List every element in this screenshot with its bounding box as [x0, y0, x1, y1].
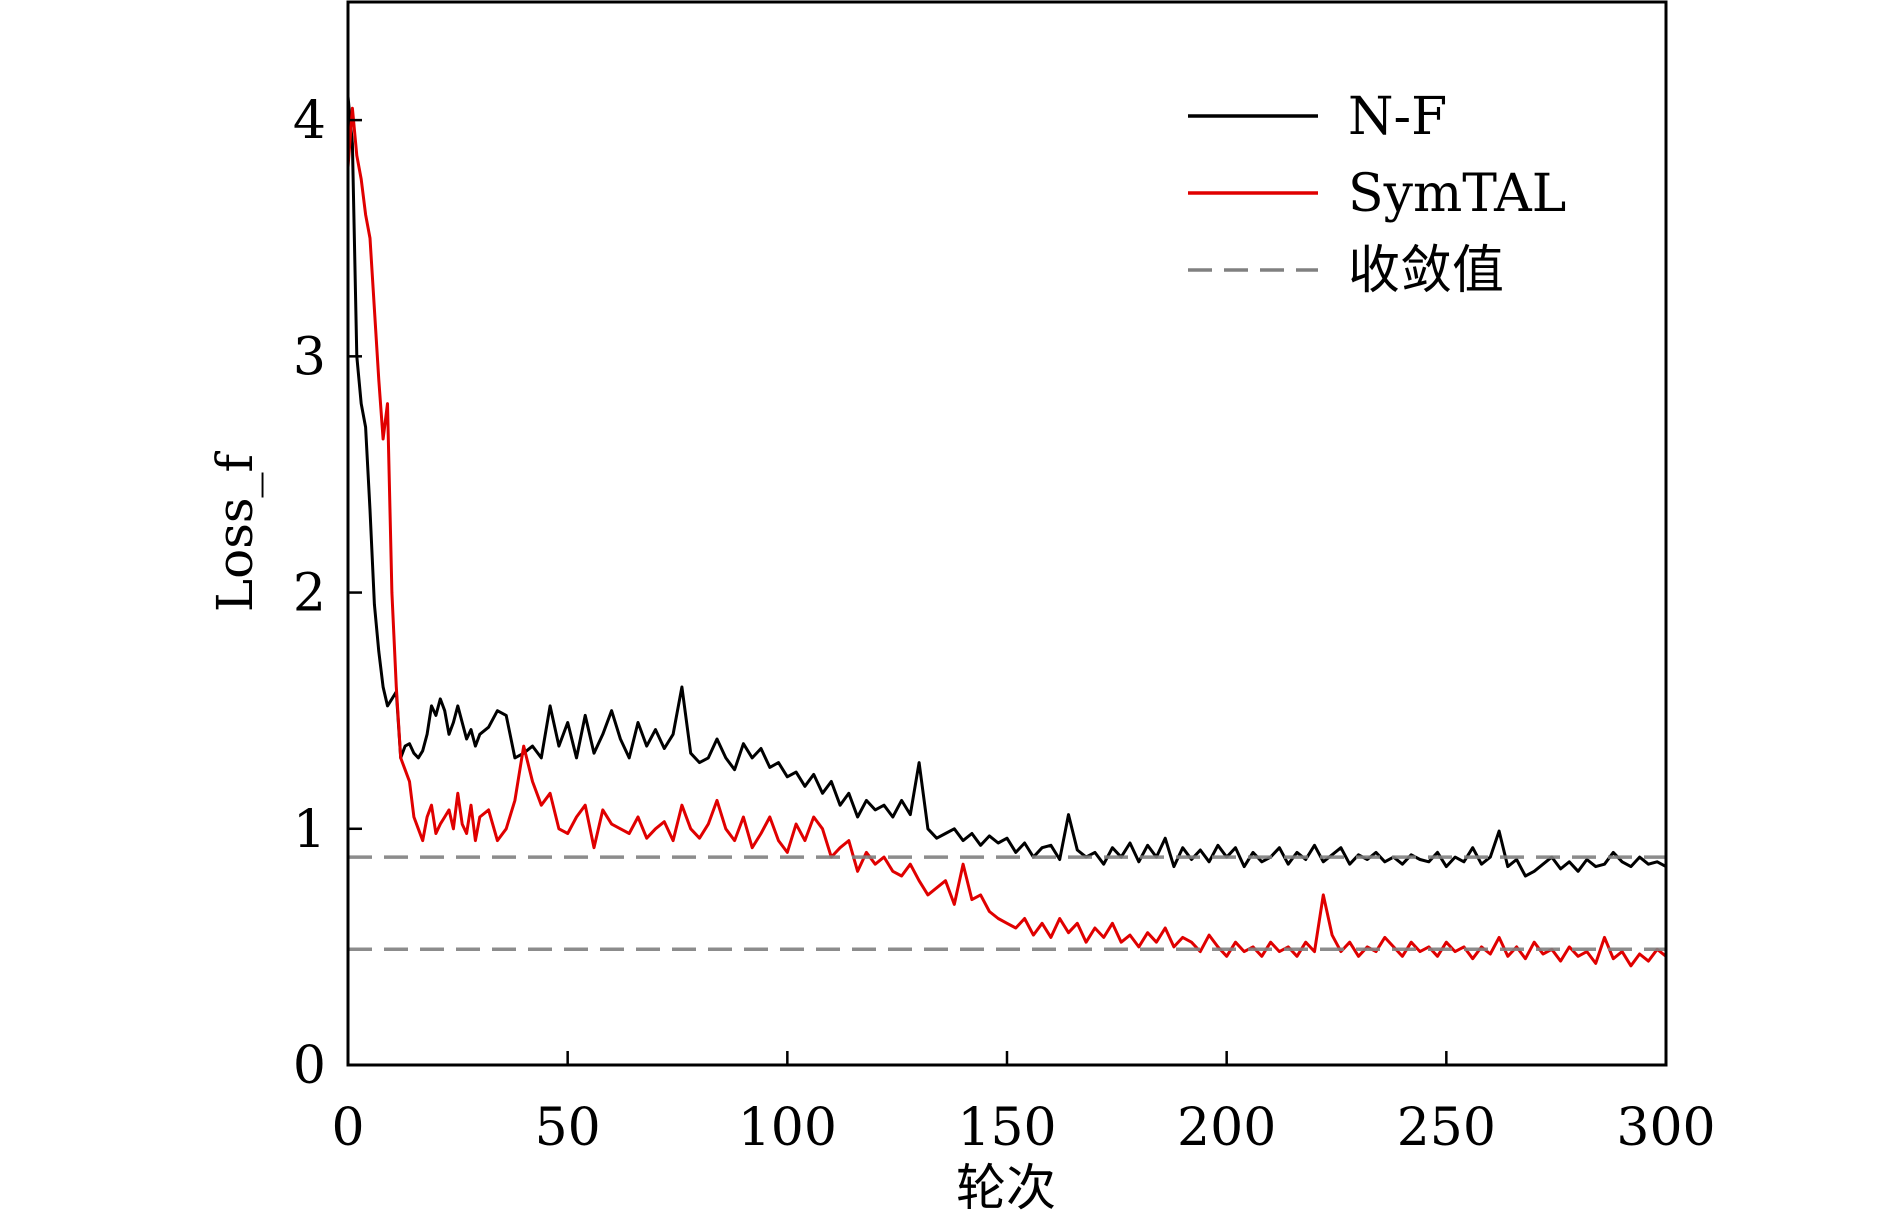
x-tick-label: 100 — [738, 1098, 837, 1158]
x-tick-label: 0 — [331, 1098, 364, 1158]
y-tick-label: 3 — [293, 327, 326, 387]
y-tick-label: 0 — [293, 1036, 326, 1096]
plot-frame — [346, 0, 1668, 1067]
x-tick-label: 50 — [535, 1098, 601, 1158]
legend: N-F SymTAL 收敛值 — [1188, 87, 1566, 301]
y-axis-label: Loss_f — [206, 450, 264, 612]
x-tick-label: 200 — [1177, 1098, 1276, 1158]
y-tick-label: 1 — [293, 800, 326, 860]
x-tick-label: 300 — [1616, 1098, 1715, 1158]
series-line-n-f — [346, 96, 1667, 878]
y-tick-label: 2 — [293, 564, 326, 624]
legend-label: SymTAL — [1348, 164, 1566, 224]
series-line-symtal — [346, 106, 1667, 968]
x-tick-label: 250 — [1397, 1098, 1496, 1158]
y-tick-label: 4 — [293, 91, 326, 151]
x-tick-label: 150 — [957, 1098, 1056, 1158]
x-axis-label: 轮次 — [956, 1159, 1056, 1217]
legend-label: 收敛值 — [1348, 241, 1504, 301]
legend-label: N-F — [1348, 87, 1447, 147]
